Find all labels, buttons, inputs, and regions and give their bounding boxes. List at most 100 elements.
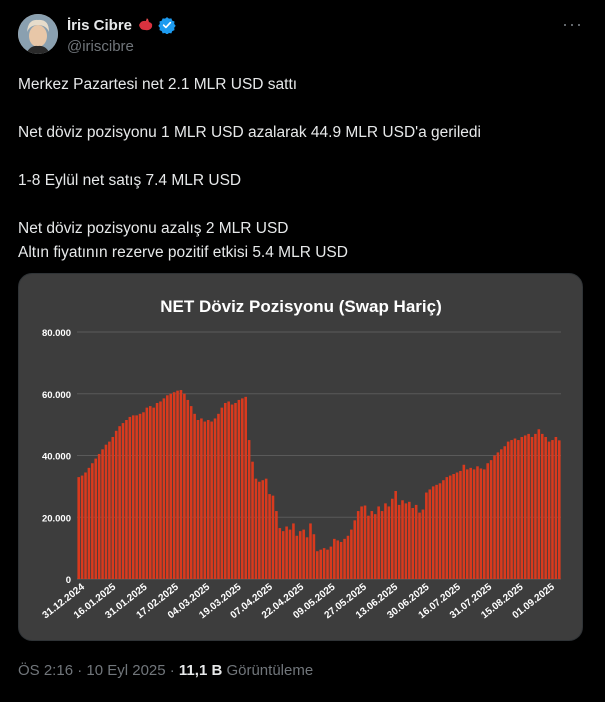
bar xyxy=(462,464,466,579)
bar xyxy=(80,475,84,579)
y-tick-label: 0 xyxy=(66,575,71,586)
bar xyxy=(111,436,115,579)
bar xyxy=(408,501,411,579)
bar xyxy=(373,514,377,579)
bar xyxy=(196,419,200,579)
verified-badge-icon xyxy=(158,17,176,34)
bar xyxy=(118,426,121,579)
tweet-line: Merkez Pazartesi net 2.1 MLR USD sattı xyxy=(18,76,298,93)
bar xyxy=(162,398,166,579)
bar xyxy=(414,504,418,579)
y-tick-label: 20.000 xyxy=(42,513,71,524)
tweet-text: Merkez Pazartesi net 2.1 MLR USD sattı Ne… xyxy=(18,73,588,265)
bar xyxy=(401,500,404,579)
bar xyxy=(186,399,190,579)
bar xyxy=(200,418,203,579)
avatar[interactable] xyxy=(18,14,58,54)
bar xyxy=(551,440,554,579)
bar xyxy=(500,449,503,579)
bar xyxy=(223,403,227,579)
bar xyxy=(520,436,524,579)
line-spacer xyxy=(18,97,588,121)
chart-image[interactable]: NET Döviz Pozisyonu (Swap Hariç) 0 20.000… xyxy=(18,273,583,641)
bar xyxy=(513,438,517,579)
bar xyxy=(169,393,173,579)
author-handle[interactable]: @iriscibre xyxy=(67,38,134,55)
bar xyxy=(179,390,183,579)
bar xyxy=(152,407,155,579)
bar xyxy=(176,390,179,579)
bar xyxy=(241,398,244,579)
bar xyxy=(281,531,285,579)
tweet-line: Altın fiyatının rezerve pozitif etkisi 5… xyxy=(18,244,348,261)
bar xyxy=(356,511,360,579)
bar xyxy=(114,430,118,579)
bar xyxy=(537,429,541,579)
bar xyxy=(264,478,268,579)
bar xyxy=(425,492,428,579)
bar xyxy=(94,458,98,579)
bar xyxy=(394,491,397,579)
bar xyxy=(442,480,445,579)
bar xyxy=(206,419,210,579)
bar xyxy=(312,534,316,579)
bar xyxy=(172,392,176,579)
bar xyxy=(84,472,87,579)
bar xyxy=(166,395,169,579)
bar xyxy=(285,526,288,579)
y-tick-label: 80.000 xyxy=(42,328,71,339)
bar xyxy=(326,549,329,579)
bar xyxy=(452,474,455,579)
bar xyxy=(428,489,432,579)
author-name[interactable]: İris Cibre xyxy=(67,16,133,34)
bar xyxy=(213,418,217,579)
bar xyxy=(322,548,326,580)
bar xyxy=(544,436,547,579)
more-options-icon[interactable]: ··· xyxy=(562,14,583,34)
bar xyxy=(101,449,104,579)
tweet-meta: ÖS 2:16 · 10 Eyl 2025 · 11,1 B Görüntüle… xyxy=(18,662,313,679)
bar xyxy=(121,423,125,579)
bar xyxy=(435,484,438,579)
bar xyxy=(148,406,152,579)
bar xyxy=(292,523,295,579)
bar xyxy=(367,515,370,579)
bar xyxy=(271,495,275,579)
bar xyxy=(234,403,237,579)
author-row: İris Cibre xyxy=(67,16,176,34)
bar xyxy=(261,480,265,579)
bar xyxy=(135,415,138,579)
bar xyxy=(503,446,507,579)
rooster-emoji-icon xyxy=(139,18,153,31)
bar xyxy=(370,511,374,579)
bar xyxy=(486,463,490,579)
bar xyxy=(547,441,551,579)
bar xyxy=(445,477,449,579)
bar xyxy=(159,401,162,579)
timestamp[interactable]: ÖS 2:16 · 10 Eyl 2025 · xyxy=(18,662,179,679)
bar xyxy=(483,469,486,579)
y-tick-label: 60.000 xyxy=(42,390,71,401)
bar xyxy=(254,478,258,579)
bar xyxy=(210,421,213,579)
bar xyxy=(97,453,101,579)
bar xyxy=(237,399,241,579)
bar xyxy=(108,441,111,579)
bar xyxy=(448,475,452,579)
bar xyxy=(479,468,483,579)
bar xyxy=(465,469,469,579)
bar xyxy=(472,469,476,579)
bar xyxy=(227,401,230,579)
bar xyxy=(278,528,282,579)
bar xyxy=(87,467,91,579)
bar xyxy=(496,452,500,579)
tweet-line: Net döviz pozisyonu azalış 2 MLR USD xyxy=(18,220,289,237)
bar xyxy=(350,529,353,579)
bar xyxy=(183,393,186,579)
bar xyxy=(540,433,544,579)
bar xyxy=(459,470,462,579)
bar xyxy=(155,403,159,579)
bar xyxy=(346,535,350,579)
bar xyxy=(298,531,302,579)
bar xyxy=(295,535,299,579)
